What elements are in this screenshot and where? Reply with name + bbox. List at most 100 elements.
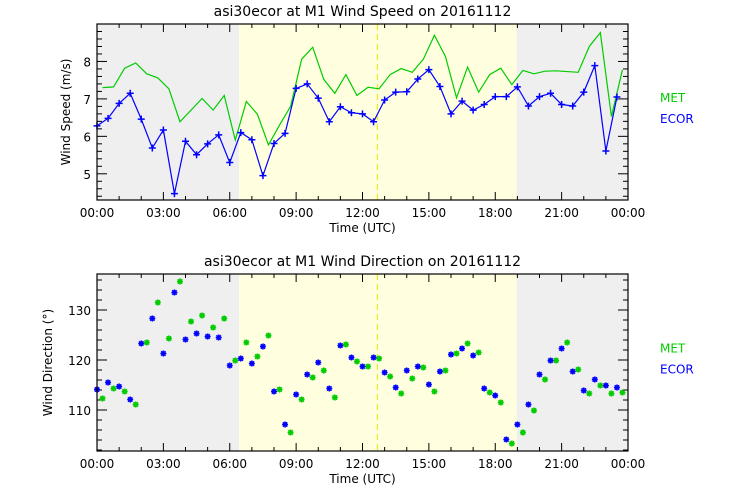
data-point	[348, 354, 355, 361]
series-met	[102, 31, 624, 147]
data-point	[392, 384, 399, 391]
data-point	[580, 88, 588, 96]
data-point	[442, 367, 449, 374]
data-point	[221, 315, 228, 322]
data-point	[370, 118, 378, 126]
data-point	[514, 421, 521, 428]
data-point	[336, 103, 344, 111]
x-tick-label: 21:00	[544, 206, 579, 220]
chart-title: asi30ecor at M1 Wind Direction on 201611…	[204, 254, 521, 270]
data-point	[602, 382, 609, 389]
x-axis-label: Time (UTC)	[328, 221, 395, 235]
x-tick-label: 12:00	[345, 457, 380, 471]
data-point	[569, 102, 577, 110]
data-point	[547, 357, 554, 364]
data-point	[315, 359, 322, 366]
data-point	[376, 355, 383, 362]
night-shading	[97, 24, 240, 200]
data-point	[613, 93, 621, 101]
data-point	[553, 357, 560, 364]
series-line-ecor	[96, 63, 618, 194]
data-point	[325, 118, 333, 126]
data-point	[575, 366, 582, 373]
data-point	[281, 129, 289, 137]
data-point	[298, 396, 305, 403]
data-point	[525, 401, 532, 408]
night-shading	[97, 274, 240, 451]
data-point	[210, 324, 217, 331]
data-point	[381, 369, 388, 376]
data-point	[254, 353, 261, 360]
data-point	[314, 94, 322, 102]
data-point	[237, 355, 244, 362]
data-point	[491, 93, 499, 101]
data-point	[342, 341, 349, 348]
data-point	[359, 363, 366, 370]
data-point	[481, 385, 488, 392]
data-point	[464, 340, 471, 347]
data-point	[591, 62, 599, 70]
x-tick-label: 12:00	[345, 206, 380, 220]
data-point	[237, 129, 245, 137]
data-point	[414, 363, 421, 370]
data-point	[99, 395, 106, 402]
data-point	[392, 88, 400, 96]
data-point	[110, 385, 117, 392]
data-point	[409, 375, 416, 382]
data-point	[182, 137, 189, 145]
data-point	[420, 364, 427, 371]
data-point	[403, 88, 411, 96]
data-point	[486, 389, 493, 396]
plot-frame	[96, 273, 629, 452]
data-point	[265, 332, 272, 339]
data-point	[137, 115, 145, 123]
data-point	[270, 139, 278, 147]
data-point	[193, 330, 200, 337]
night-shading	[516, 24, 628, 200]
data-point	[564, 339, 571, 346]
data-point	[154, 299, 161, 306]
data-point	[331, 394, 338, 401]
data-point	[204, 333, 211, 340]
data-point	[524, 102, 532, 110]
data-point	[243, 339, 250, 346]
data-point	[215, 131, 223, 139]
data-point	[347, 109, 355, 117]
data-point	[337, 342, 344, 349]
data-point	[536, 371, 543, 378]
chart-title: asi30ecor at M1 Wind Speed on 20161112	[214, 4, 512, 20]
data-point	[165, 335, 172, 342]
data-point	[398, 390, 405, 397]
data-point	[143, 339, 150, 346]
data-point	[276, 386, 283, 393]
data-point	[497, 399, 504, 406]
data-point	[425, 66, 433, 74]
data-point	[309, 374, 316, 381]
data-point	[149, 315, 156, 322]
legend-entry-ecor: ECOR	[660, 363, 694, 377]
data-point	[448, 351, 454, 358]
data-point	[170, 190, 178, 198]
x-tick-label: 15:00	[412, 206, 447, 220]
data-point	[182, 336, 189, 343]
series-ecor	[93, 62, 621, 198]
y-axis-label: Wind Direction (°)	[41, 309, 55, 416]
data-point	[530, 407, 537, 414]
data-point	[569, 368, 576, 375]
data-point	[480, 101, 488, 109]
data-point	[121, 388, 128, 395]
data-point	[586, 390, 593, 397]
data-point	[459, 345, 466, 352]
x-tick-label: 09:00	[279, 457, 314, 471]
x-axis-label: Time (UTC)	[328, 472, 395, 486]
data-point	[425, 381, 432, 388]
night-shading	[516, 274, 628, 451]
data-point	[226, 159, 234, 167]
data-point	[414, 75, 422, 83]
data-point	[199, 312, 206, 319]
y-tick-label: 130	[68, 304, 91, 318]
data-point	[326, 385, 333, 392]
legend-entry-met: MET	[660, 91, 686, 105]
panel-wind-direction: asi30ecor at M1 Wind Direction on 201611…	[41, 254, 694, 486]
data-point	[160, 350, 167, 357]
